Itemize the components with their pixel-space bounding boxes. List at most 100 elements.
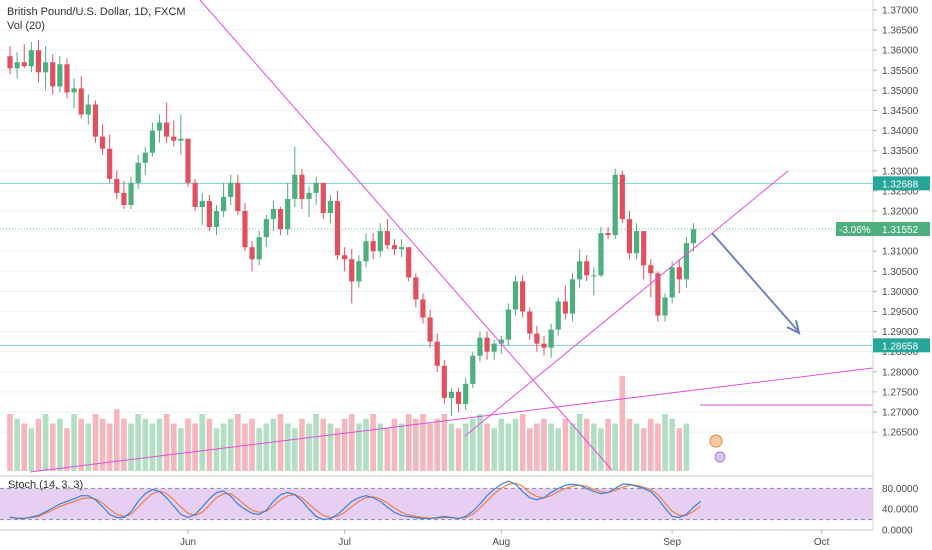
candle-body: [213, 211, 220, 228]
candle-body: [235, 182, 241, 211]
candle-body: [43, 62, 49, 73]
price-tick-label: 1.34000: [882, 126, 919, 137]
candle-body: [491, 343, 497, 352]
volume-bar: [356, 423, 362, 471]
candle-body: [199, 200, 205, 207]
candle-body: [384, 231, 390, 246]
stoch-panel: [0, 475, 873, 531]
candle-body: [505, 309, 511, 340]
volume-bar: [491, 428, 497, 471]
candle-body: [107, 148, 113, 179]
volume-bar: [199, 414, 206, 471]
time-tick-label: Jun: [180, 537, 196, 548]
candle-body: [548, 329, 554, 348]
volume-bar: [526, 428, 533, 471]
volume-bar: [163, 414, 170, 471]
volume-bar: [605, 418, 611, 471]
candle-body: [306, 192, 312, 199]
price-tick-label: 1.30500: [882, 267, 919, 278]
volume-bar: [121, 418, 127, 471]
candle-body: [406, 247, 412, 278]
price-tick-label: 1.30000: [882, 287, 919, 298]
trendline-drawings[interactable]: [29, 0, 874, 473]
price-change-text: -3.06%: [839, 225, 871, 236]
volume-bar: [484, 423, 490, 471]
candle-body: [399, 247, 405, 250]
candle-body: [569, 279, 576, 314]
price-tick-label: 1.28500: [882, 347, 919, 358]
volume-bar: [612, 423, 618, 471]
volume-bar: [626, 418, 633, 471]
volume-bar: [548, 423, 554, 471]
price-tick-label: 1.37000: [882, 6, 919, 17]
volume-bar: [256, 428, 262, 471]
candle-body: [85, 104, 91, 115]
volume-bar: [106, 423, 113, 471]
volume-bar: [284, 423, 291, 471]
volume-bar: [64, 428, 70, 471]
time-tick-label: Jul: [338, 537, 351, 548]
price-tag: [873, 338, 930, 353]
volume-bar: [569, 423, 576, 471]
candle-body: [334, 200, 341, 256]
candle-body: [277, 208, 284, 230]
price-tick-label: 1.29500: [882, 307, 919, 318]
descending-trendline: [199, 0, 613, 471]
price-tag-text: 1.32688: [882, 179, 919, 190]
candle-body: [313, 182, 319, 193]
volume-indicator-label: Vol (20): [7, 20, 45, 32]
volume-bar: [455, 428, 462, 471]
candle-body: [270, 208, 277, 220]
candle-body: [327, 200, 333, 214]
volume-bar: [398, 423, 405, 471]
candle-body: [121, 192, 127, 205]
volume-bar: [555, 428, 562, 471]
candle-body: [164, 122, 170, 137]
volume-bar: [242, 423, 248, 471]
volume-bar: [676, 428, 683, 471]
volume-bar: [591, 423, 597, 471]
price-tag-text: 1.28658: [882, 341, 919, 352]
volume-bar: [669, 418, 675, 471]
price-tick-label: 1.34500: [882, 106, 919, 117]
candle-body: [206, 200, 212, 228]
candle-body: [28, 50, 34, 67]
volume-bar: [156, 418, 163, 471]
candle-body: [690, 229, 697, 244]
candle-body: [555, 301, 561, 330]
candle-body: [676, 267, 682, 280]
price-tick-label: 1.26500: [882, 428, 919, 439]
volume-bar: [185, 418, 191, 471]
volume-bar: [405, 414, 412, 471]
volume-bar: [292, 428, 298, 471]
candle-body: [463, 383, 469, 404]
stoch-tick-label: 80.0000: [882, 484, 919, 495]
price-tag: [873, 176, 930, 191]
volume-bar: [420, 414, 426, 471]
price-tag: [873, 222, 930, 237]
candle-body: [477, 337, 483, 356]
volume-bar: [391, 418, 398, 471]
volume-bar: [192, 423, 198, 471]
candlesticks: [7, 40, 697, 417]
volume-bar: [114, 409, 120, 471]
candle-body: [256, 237, 262, 260]
candle-body: [605, 233, 611, 236]
projection-arrow: [711, 232, 799, 332]
candle-body: [633, 231, 640, 254]
candle-body: [14, 62, 20, 69]
stoch-label: Stoch (14, 3, 3): [8, 479, 83, 491]
candle-body: [448, 391, 455, 398]
stoch-tick-label: 0.0000: [882, 526, 913, 537]
volume-bar: [441, 414, 448, 471]
candle-body: [71, 88, 77, 93]
time-tick-label: Aug: [492, 537, 510, 548]
volume-bar: [206, 418, 213, 471]
price-tag-text: 1.31552: [882, 225, 919, 236]
volume-bar: [149, 423, 156, 471]
candle-body: [142, 152, 148, 163]
candle-body: [50, 62, 56, 87]
candle-body: [648, 265, 654, 274]
price-tick-label: 1.33000: [882, 166, 919, 177]
